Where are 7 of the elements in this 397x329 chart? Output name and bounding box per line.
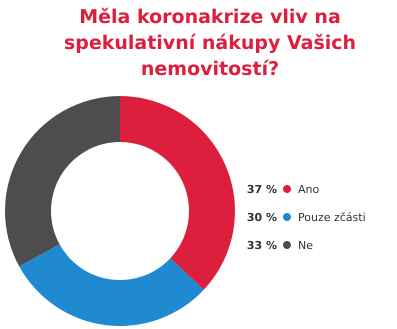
legend-label: Pouze zčásti	[298, 210, 366, 224]
chart-title: Měla koronakrize vliv na spekulativní nákupy Vašich nemovitostí?	[62, 5, 358, 82]
data-label: 30 %	[246, 210, 277, 224]
data-label: 37 %	[246, 182, 277, 196]
legend-label: Ne	[298, 238, 313, 252]
data-label: 33 %	[246, 238, 277, 252]
legend-label: Ano	[298, 182, 320, 196]
